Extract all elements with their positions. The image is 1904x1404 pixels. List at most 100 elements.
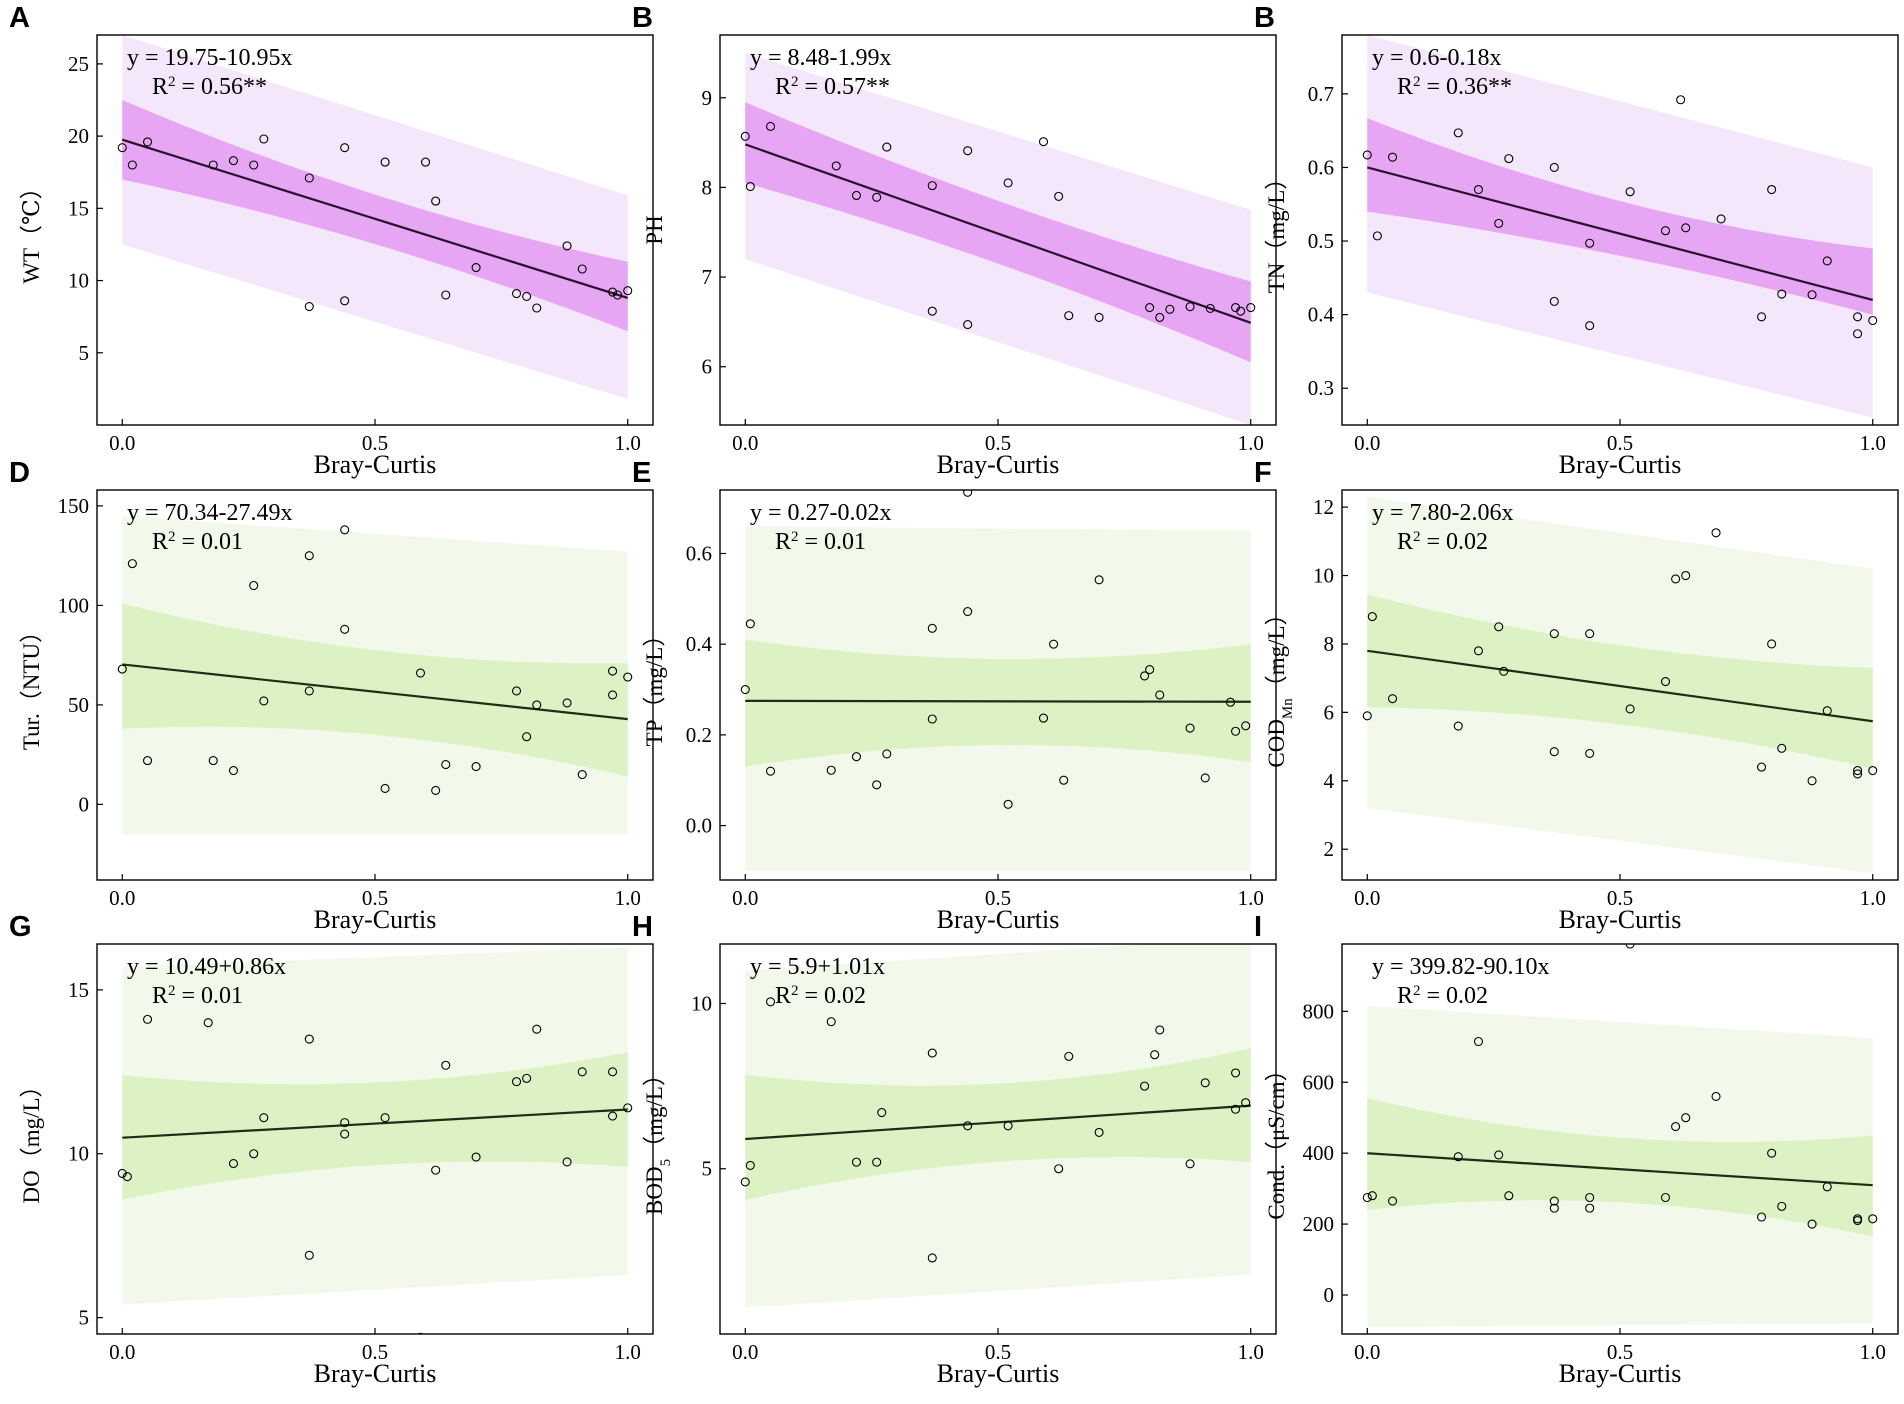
data-point	[740, 131, 750, 141]
data-point	[1756, 1212, 1767, 1222]
regression-equation: y = 19.75-10.95x	[127, 45, 293, 71]
data-point	[1387, 694, 1398, 704]
x-tick-label: 0.0	[109, 431, 135, 455]
data-point	[608, 1111, 618, 1121]
data-point	[882, 142, 892, 152]
y-tick-label: 2	[1324, 837, 1335, 861]
data-point	[340, 1118, 350, 1128]
data-point	[963, 1121, 973, 1131]
data-point	[623, 286, 633, 296]
data-point	[228, 766, 239, 776]
x-tick-label: 0.0	[109, 886, 135, 910]
data-point	[562, 698, 572, 708]
data-point	[431, 1165, 441, 1175]
data-point	[872, 1157, 882, 1167]
panel-label: D	[9, 457, 30, 489]
fit-line	[1366, 166, 1874, 301]
x-axis-label: Bray-Curtis	[314, 905, 437, 934]
data-point	[1145, 665, 1155, 675]
data-point	[1585, 629, 1595, 639]
y-tick-label: 50	[68, 693, 89, 717]
x-tick-label: 1.0	[1238, 1340, 1264, 1364]
data-point	[1200, 1078, 1210, 1088]
data-point	[608, 690, 618, 700]
data-point	[117, 1168, 127, 1178]
x-tick-label: 0.5	[362, 886, 388, 910]
data-point	[1853, 769, 1863, 779]
data-point	[1777, 743, 1787, 753]
data-point	[471, 1152, 481, 1162]
data-point	[1241, 721, 1251, 731]
data-point	[927, 181, 937, 191]
data-point	[745, 1160, 755, 1170]
confidence-band	[122, 100, 628, 332]
data-point	[608, 287, 618, 297]
panel-b1: 0.0 0.5 1.0 6 7 8 9 Bray-Curtis PH y = 8.48-1.99x…	[632, 2, 1277, 479]
data-point	[740, 1177, 750, 1187]
data-point	[1155, 690, 1165, 700]
data-point	[1246, 303, 1256, 313]
data-point	[1473, 184, 1484, 195]
data-point	[1362, 1192, 1372, 1203]
data-point	[249, 580, 259, 591]
data-point	[1038, 137, 1049, 147]
x-tick-label: 1.0	[615, 886, 641, 910]
data-point	[1236, 306, 1246, 316]
y-tick-label: 200	[1303, 1212, 1335, 1236]
y-tick-label: 0.3	[1308, 376, 1334, 400]
data-point	[532, 303, 542, 313]
x-tick-label: 1.0	[1238, 431, 1264, 455]
data-point	[522, 291, 532, 301]
data-point	[249, 1149, 259, 1159]
data-point	[1549, 296, 1559, 306]
panel-label: B	[1254, 2, 1275, 34]
x-tick-label: 1.0	[615, 431, 641, 455]
data-point	[963, 490, 973, 497]
x-tick-label: 0.5	[1607, 431, 1633, 455]
y-tick-label: 10	[68, 269, 89, 293]
r-squared: R2 = 0.56**	[152, 74, 267, 100]
data-point	[851, 752, 862, 762]
data-point	[927, 1048, 937, 1058]
y-tick-label: 100	[58, 593, 90, 617]
data-point	[249, 160, 259, 170]
data-point	[1494, 622, 1504, 632]
data-point	[1387, 152, 1398, 162]
data-point	[765, 766, 776, 776]
data-point	[1853, 1215, 1863, 1226]
panel-d: 0.0 0.5 1.0 0 50 100 150 Bray-Curtis Tur.（NTU） y …	[9, 457, 654, 934]
data-point	[1807, 290, 1817, 300]
data-point	[304, 1250, 314, 1260]
r-squared: R2 = 0.02	[1397, 529, 1488, 555]
data-point	[1625, 704, 1635, 714]
data-point	[1499, 666, 1509, 676]
data-point	[1387, 1196, 1398, 1206]
data-point	[415, 668, 426, 678]
data-point	[1225, 697, 1236, 707]
data-point	[1064, 311, 1074, 321]
data-point	[1054, 191, 1064, 201]
data-point	[471, 263, 481, 273]
data-point	[1807, 776, 1817, 786]
y-tick-label: 0	[79, 792, 90, 816]
x-axis-label: Bray-Curtis	[937, 905, 1060, 934]
panel-i: 0.0 0.5 1.0 0 200 400 600 800 Bray-Curtis Cond.（μ…	[1254, 911, 1899, 1388]
data-point	[304, 551, 314, 561]
y-tick-label: 4	[1324, 769, 1335, 793]
plot-area	[1362, 35, 1878, 418]
data-point	[1868, 1214, 1878, 1224]
x-tick-label: 0.0	[732, 1340, 758, 1364]
data-point	[127, 559, 137, 569]
data-point	[380, 783, 390, 794]
x-axis-label: Bray-Curtis	[314, 450, 437, 479]
y-tick-label: 6	[702, 355, 713, 379]
plot-area	[740, 52, 1256, 425]
data-point	[532, 1024, 542, 1034]
data-point	[1155, 1025, 1165, 1035]
data-point	[872, 192, 882, 202]
data-point	[117, 664, 127, 674]
panel-label: F	[1254, 457, 1272, 489]
panel-g: 0.0 0.5 1.0 5 10 15 Bray-Curtis DO（mg/L） y = 10.…	[9, 911, 654, 1388]
regression-equation: y = 7.80-2.06x	[1372, 500, 1514, 526]
y-tick-label: 10	[1313, 564, 1334, 588]
